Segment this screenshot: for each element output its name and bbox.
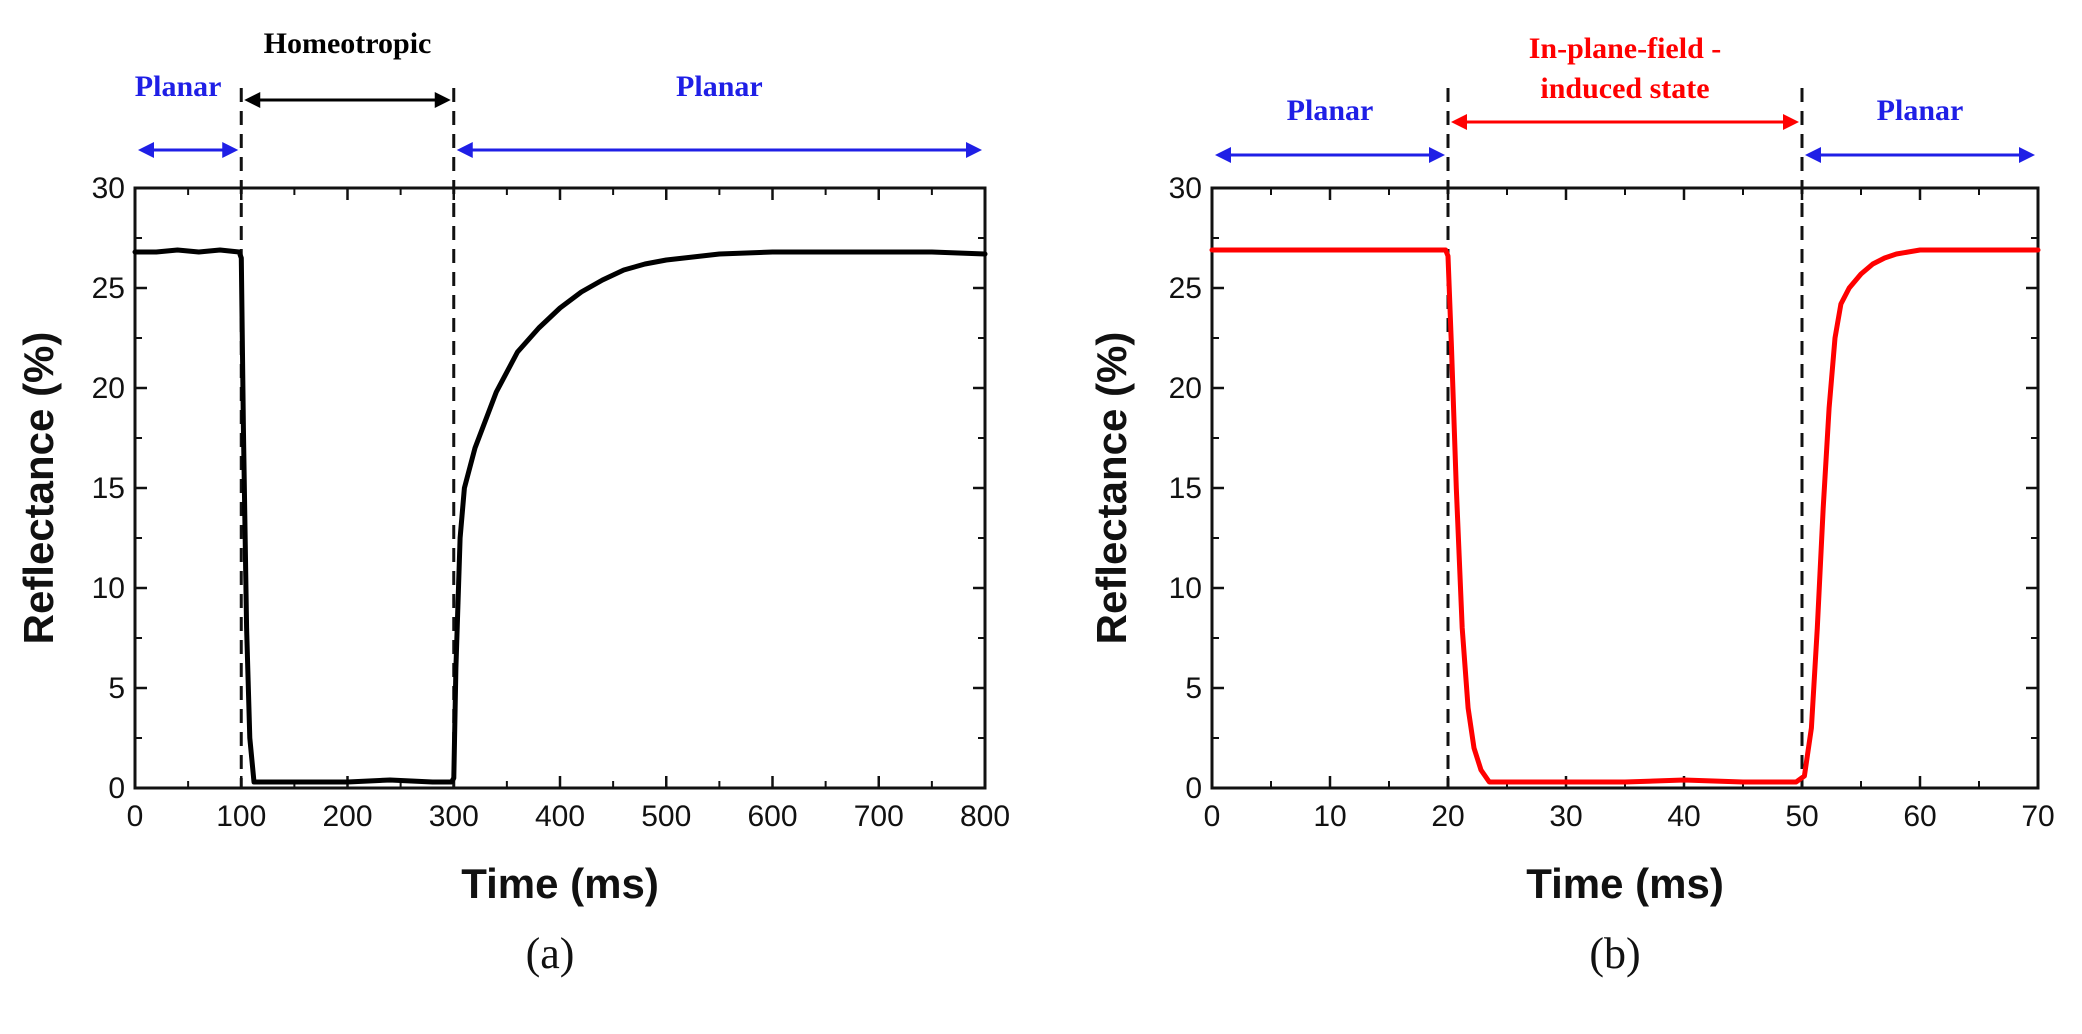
x-tick-label: 50	[1785, 800, 1818, 833]
x-tick-label: 30	[1549, 800, 1582, 833]
x-tick-label: 200	[322, 800, 372, 833]
x-tick-label: 500	[641, 800, 691, 833]
x-tick-label: 60	[1903, 800, 1936, 833]
x-axis-title: Time (ms)	[461, 860, 659, 907]
region-arrowhead-right	[966, 142, 982, 158]
data-line	[132, 247, 988, 785]
y-tick-label: 5	[108, 672, 125, 705]
y-tick-label: 10	[92, 572, 125, 605]
chart-b: 0 10 20 30 40 50 60 70 0 5 10 15 20 25 30 Time (ms) Refl…	[1088, 32, 2055, 978]
y-axis-title: Reflectance (%)	[1088, 332, 1135, 645]
region-label: Homeotropic	[264, 27, 432, 60]
y-tick-label: 30	[92, 172, 125, 205]
x-tick-label: 300	[429, 800, 479, 833]
region-arrowhead-left	[1451, 114, 1467, 130]
y-axis-title: Reflectance (%)	[15, 332, 62, 645]
y-tick-label: 15	[1169, 472, 1202, 505]
x-tick-label: 600	[747, 800, 797, 833]
x-tick-label: 400	[535, 800, 585, 833]
x-axis-title: Time (ms)	[1526, 860, 1724, 907]
plot-frame	[1210, 186, 2040, 790]
y-tick-label: 0	[1185, 772, 1202, 805]
region-label: In-plane-field -	[1529, 32, 1722, 65]
chart-a: 0 100 200 300 400 500 600 700 800 0 5 10 15 20 25 30 Tim…	[15, 27, 1010, 978]
region-arrowhead-left	[1215, 147, 1231, 163]
plot-frame	[133, 186, 987, 790]
y-tick-label: 5	[1185, 672, 1202, 705]
y-tick-label: 30	[1169, 172, 1202, 205]
region-arrowhead-right	[434, 92, 451, 108]
y-tick-label: 25	[1169, 272, 1202, 305]
region-label: Planar	[676, 70, 763, 103]
y-tick-label: 20	[1169, 372, 1202, 405]
region-arrowhead-left	[138, 142, 154, 158]
x-tick-label: 700	[854, 800, 904, 833]
region-label: Planar	[1287, 94, 1374, 127]
y-tick-label: 20	[92, 372, 125, 405]
y-tick-label: 0	[108, 772, 125, 805]
x-tick-label: 20	[1431, 800, 1464, 833]
x-tick-label: 0	[1204, 800, 1221, 833]
panel-label: (b)	[1589, 929, 1640, 978]
y-tick-label: 25	[92, 272, 125, 305]
region-arrowhead-left	[456, 142, 473, 158]
region-arrowhead-right	[222, 142, 239, 158]
data-line	[1209, 247, 2041, 785]
y-tick-label: 15	[92, 472, 125, 505]
region-label: induced state	[1540, 72, 1709, 105]
x-tick-label: 0	[127, 800, 144, 833]
region-arrowhead-right	[1783, 114, 1799, 130]
region-label: Planar	[135, 70, 222, 103]
x-tick-label: 800	[960, 800, 1010, 833]
x-tick-label: 100	[216, 800, 266, 833]
region-arrowhead-right	[2019, 147, 2035, 163]
region-arrowhead-left	[244, 92, 261, 108]
region-label: Planar	[1877, 94, 1964, 127]
x-tick-label: 40	[1667, 800, 1700, 833]
panel-label: (a)	[526, 929, 575, 978]
x-tick-label: 10	[1313, 800, 1346, 833]
y-tick-label: 10	[1169, 572, 1202, 605]
region-arrowhead-right	[1429, 147, 1445, 163]
region-arrowhead-left	[1805, 147, 1821, 163]
x-tick-label: 70	[2021, 800, 2054, 833]
